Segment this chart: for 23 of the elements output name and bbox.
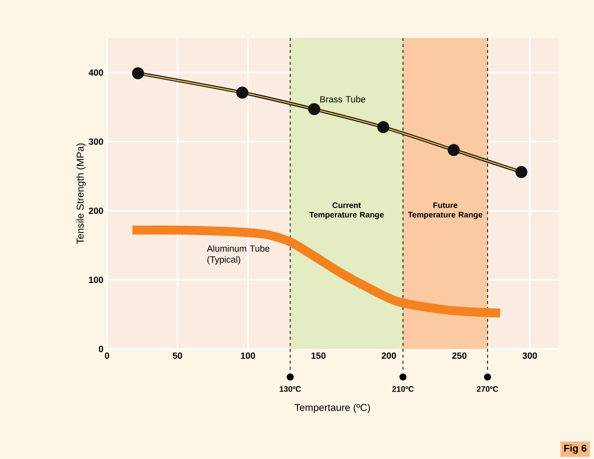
- y-tick-label: 100: [89, 276, 104, 284]
- x-tick-label: 200: [382, 352, 396, 359]
- x-tick-label: 300: [522, 352, 537, 359]
- point: [377, 121, 390, 134]
- y-tick-label: 200: [88, 208, 104, 214]
- point: [308, 103, 320, 116]
- x-axis-title: Tempertaure (ºC): [294, 404, 370, 413]
- y-axis-title: Tensile Strength (MPa): [76, 143, 86, 244]
- y-tick-label: 400: [88, 69, 104, 76]
- caption: Fig 6: [564, 444, 586, 454]
- point: [515, 166, 528, 178]
- x-tick-label: 150: [311, 352, 326, 359]
- series-label: Aluminum Tube (Typical): [206, 245, 270, 264]
- y-tick-label: 300: [88, 138, 104, 145]
- x-tick-label: 50: [172, 352, 182, 359]
- x-tick-label: 0: [104, 352, 110, 359]
- point: [132, 67, 144, 80]
- series-label: Brass Tube: [320, 96, 366, 102]
- point: [448, 144, 460, 156]
- x-tick-label: 250: [452, 352, 466, 359]
- point: [236, 86, 248, 99]
- y-tick-label: 0: [98, 346, 104, 352]
- x-tick-label: 100: [241, 352, 256, 359]
